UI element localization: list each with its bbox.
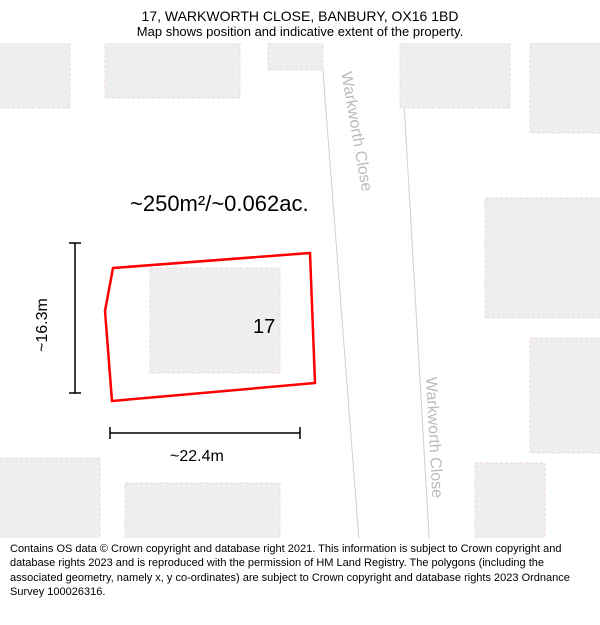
copyright-footer: Contains OS data © Crown copyright and d… (0, 538, 600, 603)
map-subtitle: Map shows position and indicative extent… (0, 24, 600, 39)
map-canvas: ~250m²/~0.062ac. ~16.3m ~22.4m Warkworth… (0, 43, 600, 538)
property-address: 17, WARKWORTH CLOSE, BANBURY, OX16 1BD (0, 8, 600, 24)
map-svg (0, 43, 600, 538)
header: 17, WARKWORTH CLOSE, BANBURY, OX16 1BD M… (0, 0, 600, 43)
house-number-label: 17 (253, 316, 275, 339)
width-measurement: ~22.4m (170, 448, 224, 466)
height-measurement: ~16.3m (34, 298, 52, 352)
area-measurement: ~250m²/~0.062ac. (130, 191, 309, 217)
